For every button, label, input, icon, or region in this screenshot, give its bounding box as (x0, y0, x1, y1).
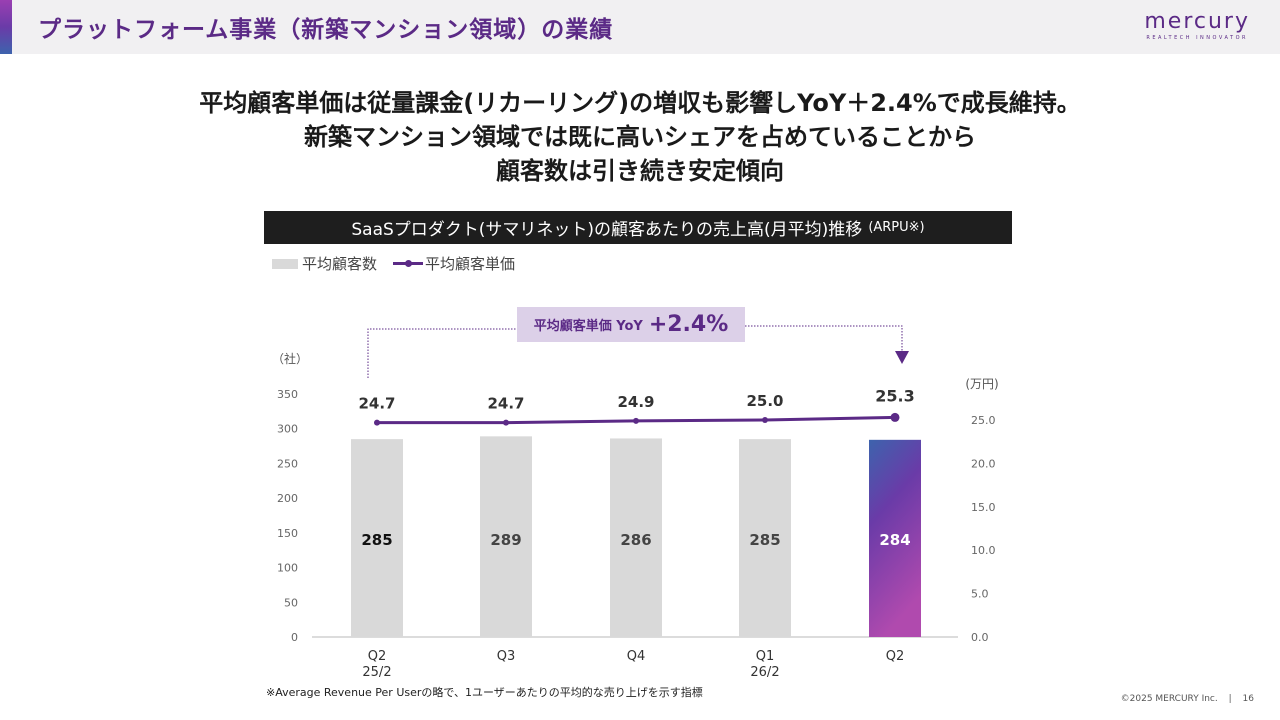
line-point (890, 412, 900, 422)
page-number: 16 (1242, 694, 1254, 704)
y-right-tick-label: 20.0 (971, 457, 996, 470)
y-left-tick-label: 350 (277, 388, 298, 401)
chart-title: SaaSプロダクト(サマリネット)の顧客あたりの売上高(月平均)推移 (351, 220, 863, 240)
annotation-arrow-icon (895, 351, 909, 364)
legend-line-swatch (393, 260, 424, 267)
yoy-annotation-label: 平均顧客単価 YoY (533, 319, 643, 334)
yoy-annotation-box: 平均顧客単価 YoY +2.4% (517, 307, 745, 342)
x-tick-sublabel: 26/2 (750, 665, 779, 680)
footer: ©2025 MERCURY Inc. | 16 (1121, 694, 1254, 704)
y-right-tick-label: 10.0 (971, 544, 996, 557)
y-left-tick-label: 250 (277, 457, 298, 470)
bar-value-label: 286 (620, 531, 651, 549)
company-logo: mercury REALTECH INNOVATOR (1144, 9, 1250, 42)
x-tick-label: Q2 (886, 649, 905, 664)
header-bar: プラットフォーム事業（新築マンション領域）の業績 mercury REALTEC… (0, 0, 1280, 54)
x-tick-sublabel: 25/2 (362, 665, 391, 680)
bar (480, 436, 532, 637)
headline-line-2: 新築マンション領域では既に高いシェアを占めていることから (304, 123, 976, 151)
header-accent-stripe (0, 0, 12, 54)
bar (351, 439, 403, 637)
y-right-tick-label: 0.0 (971, 631, 989, 644)
x-tick-label: Q2 (368, 649, 387, 664)
line-value-label: 24.9 (617, 393, 654, 411)
x-tick-label: Q3 (497, 649, 516, 664)
copyright-text: ©2025 MERCURY Inc. (1120, 694, 1218, 704)
line-value-label: 24.7 (487, 395, 524, 413)
page-title: プラットフォーム事業（新築マンション領域）の業績 (38, 17, 614, 43)
y-right-axis-title: (万円) (965, 377, 998, 391)
y-left-tick-label: 100 (277, 562, 298, 575)
logo-wordmark: mercury (1144, 9, 1250, 34)
annotation-bracket-left (367, 328, 517, 378)
x-tick-label: Q4 (627, 649, 646, 664)
legend-bar-label: 平均顧客数 (302, 255, 378, 273)
chart-title-bar: SaaSプロダクト(サマリネット)の顧客あたりの売上高(月平均)推移 (ARPU… (264, 211, 1012, 244)
headline-line-3: 顧客数は引き続き安定傾向 (496, 157, 784, 185)
bar-value-label: 284 (879, 531, 910, 549)
y-left-axis-title: （社） (272, 351, 308, 366)
y-left-tick-label: 300 (277, 423, 298, 436)
line-point (633, 417, 639, 424)
logo-tagline: REALTECH INNOVATOR (1146, 35, 1248, 41)
bar-value-label: 285 (749, 531, 780, 549)
y-right-tick-label: 25.0 (971, 414, 996, 427)
chart-legend: 平均顧客数 平均顧客単価 (272, 253, 515, 274)
x-tick-label: Q1 (756, 649, 775, 664)
line-value-label: 25.0 (746, 392, 783, 410)
bar (610, 438, 662, 637)
line-value-label: 24.7 (358, 395, 395, 413)
yoy-annotation-value: +2.4% (648, 312, 729, 337)
legend-line-label: 平均顧客単価 (425, 255, 516, 273)
headline-line-1: 平均顧客単価は従量課金(リカーリング)の増収も影響しYoY＋2.4%で成長維持。 (199, 89, 1081, 117)
line-point (762, 417, 768, 423)
line-point (503, 419, 509, 426)
footer-separator: | (1228, 694, 1232, 704)
chart-title-suffix: (ARPU※) (868, 220, 925, 235)
bar (739, 439, 791, 637)
y-left-tick-label: 150 (277, 527, 298, 540)
footnote: ※Average Revenue Per Userの略で、1ユーザーあたりの平均… (266, 686, 703, 699)
headline: 平均顧客単価は従量課金(リカーリング)の増収も影響しYoY＋2.4%で成長維持。… (0, 86, 1280, 188)
bar-value-label: 289 (490, 531, 521, 549)
y-left-tick-label: 50 (284, 596, 298, 609)
legend-bar-swatch (272, 258, 298, 269)
bar (869, 439, 921, 637)
line-point (374, 419, 380, 426)
y-left-tick-label: 200 (277, 492, 298, 505)
line-value-label: 25.3 (875, 386, 914, 405)
annotation-bracket-right (745, 325, 903, 352)
y-right-tick-label: 5.0 (971, 588, 989, 601)
bar-value-label: 285 (361, 531, 392, 549)
y-right-tick-label: 15.0 (971, 501, 996, 514)
y-left-tick-label: 0 (291, 631, 298, 644)
